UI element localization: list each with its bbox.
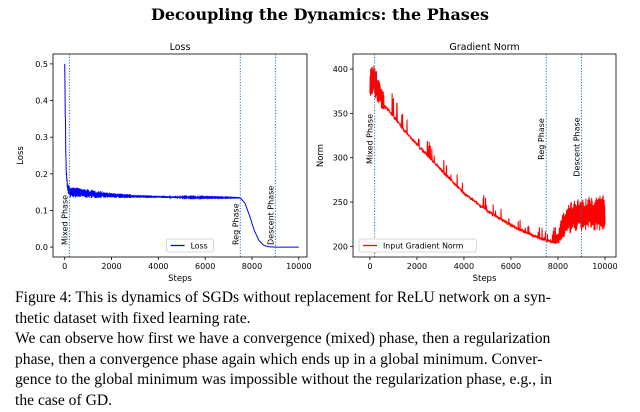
x-tick-label: 4000 [148,262,168,271]
y-tick-label: 0.2 [35,170,48,179]
y-tick-label: 350 [333,109,348,118]
legend-box [358,238,477,253]
phase-label: Mixed Phase [366,114,375,164]
x-tick-label: 2000 [101,262,121,271]
x-tick-label: 8000 [548,262,568,271]
y-tick-label: 400 [333,65,348,74]
phase-label: Descent Phase [266,186,275,245]
x-tick-label: 6000 [195,262,215,271]
caption-line: the case of GD. [15,391,112,409]
y-tick-label: 0.4 [35,97,48,106]
caption-line: Figure 4: This is dynamics of SGDs witho… [15,289,551,306]
legend-label: Loss [191,242,208,251]
figure-title: Decoupling the Dynamics: the Phases [150,5,489,24]
caption-line: phase, then a convergence phase again wh… [15,350,543,368]
series-line-loss [64,63,299,248]
phase-label: Descent Phase [572,117,581,176]
chart-title: Gradient Norm [449,42,519,53]
x-tick-label: 6000 [501,262,521,271]
legend-box [166,238,214,253]
y-tick-label: 0.5 [35,60,48,69]
series-line-input-gradient-norm [369,65,606,245]
gradient-norm-chart: Gradient Norm Steps Norm 0 2000 4000 6000 8000 1… [316,42,618,284]
y-tick-label: 300 [333,154,348,163]
chart-title: Loss [170,42,191,53]
y-tick-label: 0.1 [35,206,48,215]
x-axis-label: Steps [473,274,497,284]
y-tick-label: 200 [333,242,348,251]
phase-label: Reg Phase [537,118,546,160]
y-axis-label: Loss [16,146,26,165]
x-tick-label: 2000 [407,262,427,271]
y-tick-label: 250 [333,198,348,207]
x-tick-label: 4000 [454,262,474,271]
plot-frame [52,53,308,258]
caption-line: thetic dataset with fixed learning rate. [15,309,251,327]
y-tick-label: 0.3 [35,133,48,142]
x-axis-label: Steps [168,274,192,284]
loss-chart: Loss Steps Loss 0 2000 4000 6000 8000 10000 0.0 0.… [16,42,312,284]
caption-line: gence to the global minimum was impossib… [15,371,553,389]
x-tick-label: 0 [62,262,67,271]
phase-label: Mixed Phase [60,195,69,245]
y-tick-label: 0.0 [35,243,48,252]
x-tick-label: 0 [367,262,372,271]
x-tick-label: 10000 [286,262,311,271]
y-axis-label: Norm [316,144,326,167]
phase-label: Reg Phase [231,203,240,245]
legend-label: Input Gradient Norm [383,242,463,251]
caption-line: We can observe how first we have a conve… [15,330,551,348]
plot-frame [352,53,617,258]
figure-caption: Figure 4: This is dynamics of SGDs witho… [15,288,635,412]
x-tick-label: 10000 [592,262,617,271]
x-tick-label: 8000 [242,262,262,271]
